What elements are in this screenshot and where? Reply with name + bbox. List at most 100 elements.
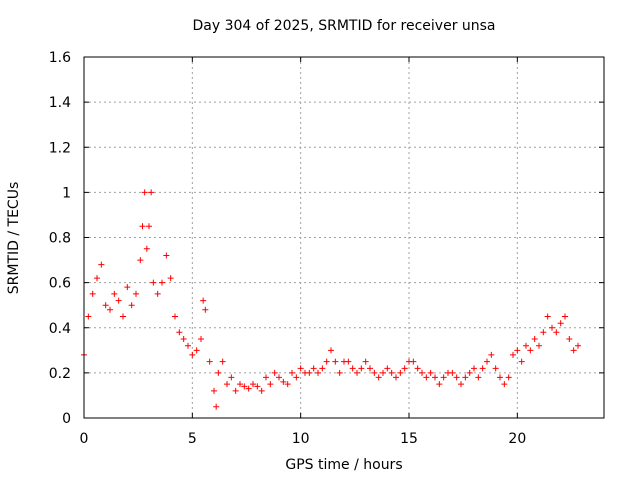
grid	[84, 57, 604, 418]
data-point	[172, 313, 178, 320]
data-point	[219, 358, 226, 365]
data-point	[143, 245, 150, 252]
data-point	[128, 302, 135, 309]
data-point	[315, 369, 321, 376]
data-point	[141, 189, 148, 196]
data-point	[154, 290, 161, 297]
data-point	[497, 374, 503, 381]
data-point	[332, 358, 339, 365]
data-point	[146, 223, 152, 230]
data-point	[484, 358, 490, 365]
data-point	[475, 374, 482, 381]
data-point	[510, 351, 516, 358]
data-point	[206, 358, 213, 365]
data-point	[200, 297, 207, 304]
data-point	[501, 381, 508, 388]
x-tick-label: 0	[80, 431, 89, 447]
data-point	[401, 365, 408, 372]
x-tick-label: 20	[508, 431, 526, 447]
data-point	[367, 365, 373, 372]
data-point	[458, 381, 464, 388]
data-point	[293, 374, 300, 381]
data-point	[427, 369, 434, 376]
data-point	[211, 387, 217, 394]
data-point	[492, 365, 499, 372]
data-point	[133, 290, 139, 297]
data-point	[371, 369, 378, 376]
data-point	[453, 374, 460, 381]
data-point	[466, 369, 473, 376]
data-point	[432, 374, 438, 381]
data-point	[384, 365, 391, 372]
data-point	[471, 365, 477, 372]
data-point	[362, 358, 369, 365]
data-point	[163, 252, 170, 259]
data-point	[228, 374, 235, 381]
data-point	[148, 189, 155, 196]
data-point	[570, 347, 577, 354]
data-point	[250, 381, 256, 388]
data-point	[505, 374, 512, 381]
data-point	[336, 369, 343, 376]
data-point	[549, 324, 555, 331]
data-point	[328, 347, 334, 354]
data-point	[180, 336, 187, 343]
data-point	[557, 320, 564, 327]
data-point	[263, 374, 269, 381]
data-point	[536, 342, 542, 349]
data-point	[267, 381, 274, 388]
data-point	[289, 369, 295, 376]
data-point	[237, 381, 243, 388]
data-point	[232, 387, 239, 394]
data-point	[349, 365, 356, 372]
data-point	[488, 351, 495, 358]
data-point	[310, 365, 317, 372]
data-point	[462, 374, 469, 381]
data-point	[319, 365, 326, 372]
y-tick-label: 0.2	[49, 366, 71, 382]
data-point	[139, 223, 146, 230]
data-point	[518, 358, 525, 365]
data-point	[167, 275, 174, 282]
x-tick-label: 5	[188, 431, 197, 447]
chart-title: Day 304 of 2025, SRMTID for receiver uns…	[192, 18, 496, 34]
data-point	[111, 290, 118, 297]
data-point	[544, 313, 551, 320]
data-point	[380, 369, 386, 376]
y-tick-label: 0.4	[49, 321, 71, 337]
data-point	[185, 342, 191, 349]
data-point	[354, 369, 360, 376]
data-point	[306, 369, 313, 376]
y-tick-label: 0.8	[49, 231, 71, 247]
data-point	[198, 336, 204, 343]
data-point	[358, 365, 365, 372]
data-point	[280, 378, 287, 385]
data-point	[224, 381, 230, 388]
data-point	[553, 329, 560, 336]
data-point	[440, 374, 447, 381]
data-point	[436, 381, 443, 388]
data-point	[531, 336, 538, 343]
axis-ticks: 0 5 10 15 20 0 0.2 0.4 0.6 0.8 1 1.2 1.4 1.6	[49, 50, 604, 447]
data-point	[514, 347, 521, 354]
x-axis-label: GPS time / hours	[285, 457, 403, 473]
data-point	[479, 365, 486, 372]
data-point	[254, 383, 261, 390]
data-point	[94, 275, 100, 282]
data-point	[375, 374, 382, 381]
y-tick-label: 1	[62, 185, 71, 201]
data-point	[107, 306, 113, 313]
data-point	[562, 313, 568, 320]
data-points	[81, 189, 581, 410]
data-point	[566, 336, 573, 343]
data-point	[397, 369, 404, 376]
y-tick-label: 1.4	[49, 95, 71, 111]
data-point	[241, 383, 248, 390]
data-point	[297, 365, 304, 372]
data-point	[388, 369, 395, 376]
y-tick-label: 1.2	[49, 140, 71, 156]
data-point	[213, 403, 220, 410]
data-point	[193, 347, 200, 354]
data-point	[85, 313, 92, 320]
